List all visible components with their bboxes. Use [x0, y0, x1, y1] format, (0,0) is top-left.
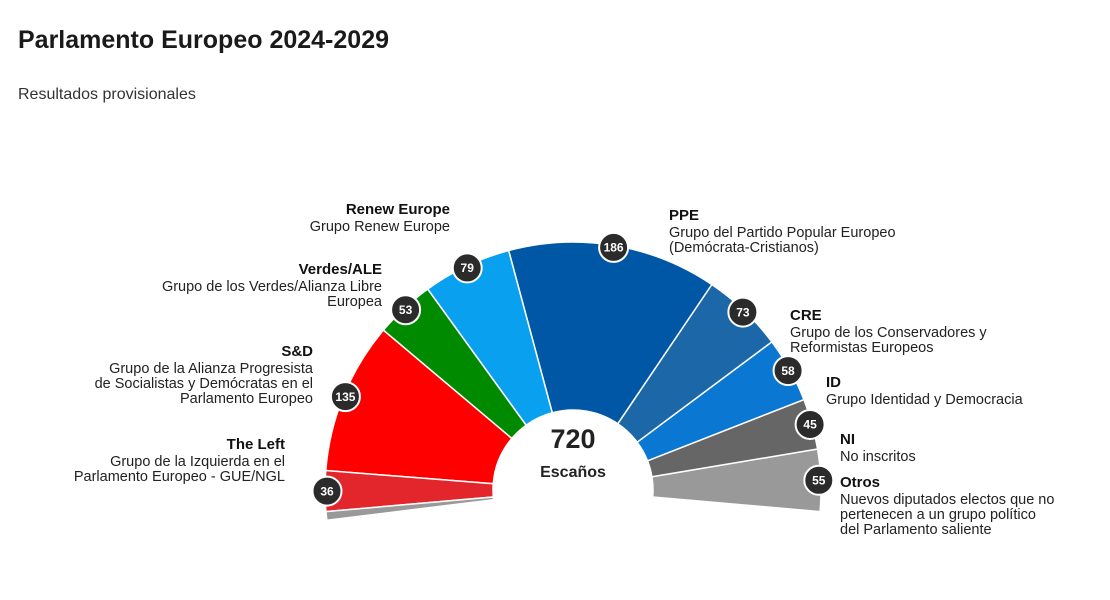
label-name-renew-europe: Renew Europe: [346, 201, 450, 218]
slices-group: [324, 241, 822, 522]
badge-circle-verdes-ale: [390, 294, 422, 326]
badge-verdes-ale: 53: [390, 294, 422, 326]
badge-circle-sandd: [329, 381, 361, 413]
badge-ppe: 186: [598, 231, 630, 263]
label-desc-ni: No inscritos: [840, 449, 916, 465]
slice-left-stub: [325, 496, 495, 522]
label-desc-sandd: de Socialistas y Demócratas en el: [95, 376, 313, 392]
label-desc-the-left: Parlamento Europeo - GUE/NGL: [74, 469, 285, 485]
label-desc-cre: Grupo de los Conservadores y: [790, 325, 987, 341]
badge-circle-renew-europe: [451, 252, 483, 284]
badge-circle-otros: [803, 464, 835, 496]
badge-value-the-left: 36: [320, 484, 334, 498]
total-seats: 720: [550, 424, 595, 454]
label-name-ppe: PPE: [669, 207, 699, 224]
chart-title: Parlamento Europeo 2024-2029: [18, 26, 389, 54]
badge-value-cre: 73: [736, 305, 750, 319]
badge-circle-the-left: [311, 475, 343, 507]
badge-value-sandd: 135: [335, 390, 355, 404]
label-desc-verdes-ale: Grupo de los Verdes/Alianza Libre: [162, 279, 382, 295]
label-desc-ppe: Grupo del Partido Popular Europeo: [669, 225, 896, 241]
badge-circle-cre: [727, 296, 759, 328]
label-name-sandd: S&D: [281, 343, 313, 360]
label-desc-otros: Nuevos diputados electos que no: [840, 492, 1054, 508]
label-desc-renew-europe: Grupo Renew Europe: [310, 219, 450, 235]
label-desc-otros: pertenecen a un grupo político: [840, 507, 1036, 523]
label-desc-id: Grupo Identidad y Democracia: [826, 392, 1024, 408]
label-desc-otros: del Parlamento saliente: [840, 522, 992, 538]
label-desc-verdes-ale: Europea: [327, 294, 383, 310]
badge-renew-europe: 79: [451, 252, 483, 284]
badge-value-verdes-ale: 53: [399, 303, 413, 317]
label-name-verdes-ale: Verdes/ALE: [299, 261, 382, 278]
label-name-cre: CRE: [790, 307, 822, 324]
badge-circle-id: [772, 355, 804, 387]
badges-group: 55 45 58 73 186 79 53 135 36: [311, 231, 835, 507]
label-desc-the-left: Grupo de la Izquierda en el: [110, 454, 285, 470]
chart-subtitle: Resultados provisionales: [18, 86, 196, 103]
slice-sandd: [324, 329, 513, 485]
label-desc-sandd: Parlamento Europeo: [180, 391, 313, 407]
badge-value-id: 58: [781, 364, 795, 378]
badge-circle-ppe: [598, 231, 630, 263]
badge-cre: 73: [727, 296, 759, 328]
badge-circle-ni: [794, 408, 826, 440]
label-name-ni: NI: [840, 431, 855, 448]
badge-sandd: 135: [329, 381, 361, 413]
label-name-id: ID: [826, 374, 841, 391]
slice-ppe: [507, 241, 713, 425]
badge-value-ppe: 186: [604, 241, 624, 255]
badge-value-renew-europe: 79: [461, 261, 475, 275]
total-seats-label: Escaños: [540, 464, 606, 481]
badge-the-left: 36: [311, 475, 343, 507]
label-desc-ppe: (Demócrata-Cristianos): [669, 240, 819, 256]
label-desc-sandd: Grupo de la Alianza Progresista: [109, 361, 314, 377]
label-desc-cre: Reformistas Europeos: [790, 340, 933, 356]
badge-id: 58: [772, 355, 804, 387]
badge-otros: 55: [803, 464, 835, 496]
label-name-the-left: The Left: [227, 436, 285, 453]
label-name-otros: Otros: [840, 474, 880, 491]
badge-value-ni: 45: [803, 418, 817, 432]
badge-value-otros: 55: [812, 474, 826, 488]
badge-ni: 45: [794, 408, 826, 440]
